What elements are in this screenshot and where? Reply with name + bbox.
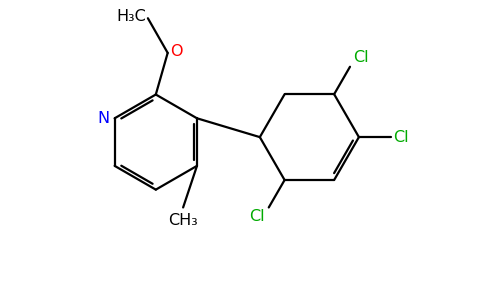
Text: N: N [98, 111, 110, 126]
Text: H₃C: H₃C [116, 9, 146, 24]
Text: CH₃: CH₃ [168, 213, 198, 228]
Text: O: O [170, 44, 182, 59]
Text: Cl: Cl [393, 130, 409, 145]
Text: Cl: Cl [353, 50, 369, 65]
Text: Cl: Cl [249, 209, 265, 224]
